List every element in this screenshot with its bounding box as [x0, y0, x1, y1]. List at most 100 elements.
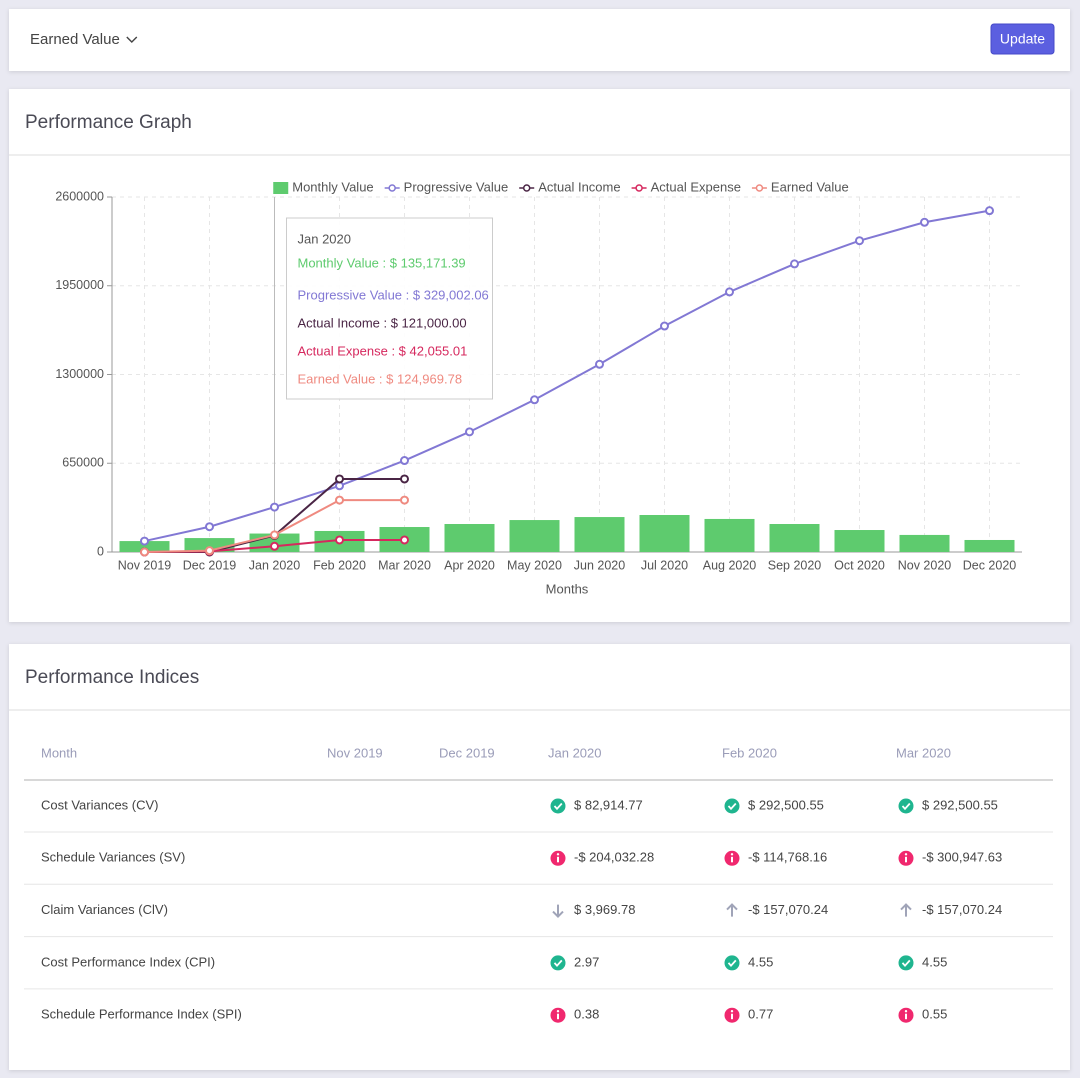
cell-value: 2.97: [574, 954, 599, 969]
point: [465, 427, 474, 437]
point: [205, 522, 214, 532]
cell-value: 0.55: [922, 1007, 947, 1022]
icon-bg: [898, 798, 914, 814]
panel-title: Performance Indices: [25, 667, 199, 688]
row-label: Schedule Performance Index (SPI): [41, 1007, 242, 1022]
cell-value: 4.55: [922, 954, 947, 969]
cell-value: -$ 157,070.24: [748, 902, 828, 917]
bar: [639, 514, 690, 552]
icon-glyph: [905, 1013, 907, 1020]
icon-glyph: [904, 1010, 908, 1013]
tooltip-item: Progressive Value : $ 329,002.06: [298, 287, 489, 302]
tooltip-item: Actual Expense : $ 42,055.01: [298, 343, 468, 358]
line: [144, 209, 990, 543]
legend-swatch: [522, 184, 531, 192]
cell-value: $ 82,914.77: [574, 797, 643, 812]
table-header: Nov 2019: [327, 745, 383, 760]
cell-value: $ 292,500.55: [748, 797, 824, 812]
legend-label: Progressive Value: [404, 179, 509, 194]
status-icon-up: [726, 903, 738, 917]
indices-card: [9, 644, 1070, 1070]
point: [270, 530, 279, 540]
status-icon-info: [898, 850, 914, 866]
table-header: Jan 2020: [548, 745, 602, 760]
point: [205, 546, 214, 556]
y-tick-label: 1950000: [55, 278, 104, 292]
icon-glyph: [553, 802, 563, 811]
cell-value: -$ 300,947.63: [922, 850, 1002, 865]
icon-glyph: [556, 853, 560, 856]
legend-label: Actual Expense: [651, 179, 741, 194]
x-tick-label: Nov 2019: [118, 558, 172, 572]
dropdown[interactable]: Earned Value: [30, 31, 120, 48]
status-icon-down: [552, 904, 564, 919]
table-header: Dec 2019: [439, 745, 495, 760]
cell-value: $ 292,500.55: [922, 797, 998, 812]
x-tick-label: Feb 2020: [313, 558, 366, 572]
status-icon-info: [724, 1007, 740, 1023]
tooltip: [286, 217, 493, 400]
x-tick-label: Oct 2020: [834, 558, 885, 572]
point: [140, 547, 149, 557]
status-icon-check: [550, 955, 566, 971]
toolbar-card: [9, 9, 1070, 71]
y-tick-label: 1300000: [55, 367, 104, 381]
point: [335, 535, 344, 545]
point: [400, 495, 409, 505]
point: [335, 474, 344, 484]
cell-value: $ 3,969.78: [574, 902, 635, 917]
x-tick-label: Jul 2020: [641, 558, 688, 572]
update-button[interactable]: [990, 23, 1055, 55]
icon-glyph: [730, 1010, 734, 1013]
bar: [834, 530, 885, 552]
legend-swatch: [755, 184, 764, 192]
icon-glyph: [557, 856, 559, 863]
status-icon-info: [724, 850, 740, 866]
tooltip-title: Jan 2020: [298, 231, 352, 246]
cell-value: 0.77: [748, 1007, 773, 1022]
point: [660, 321, 669, 331]
icon-glyph: [905, 856, 907, 863]
panel-title: Performance Graph: [25, 112, 192, 133]
icon-glyph: [726, 903, 738, 917]
icon-bg: [724, 955, 740, 971]
x-tick-label: Mar 2020: [378, 558, 431, 572]
cell-value: 4.55: [748, 954, 773, 969]
legend-swatch: [388, 184, 396, 192]
icon-glyph: [557, 1013, 559, 1020]
legend-label: Earned Value: [771, 179, 849, 194]
row-label: Cost Variances (CV): [41, 797, 159, 812]
status-icon-check: [724, 798, 740, 814]
icon-glyph: [901, 959, 911, 968]
icon-glyph: [900, 903, 912, 917]
point: [920, 217, 929, 227]
x-tick-label: Jan 2020: [249, 558, 300, 572]
bar: [964, 539, 1015, 552]
x-tick-label: Dec 2019: [183, 558, 237, 572]
bar: [444, 524, 495, 552]
status-icon-info: [898, 1007, 914, 1023]
x-tick-label: Nov 2020: [898, 558, 952, 572]
point: [530, 395, 539, 405]
bar: [509, 520, 560, 552]
x-tick-label: May 2020: [507, 558, 562, 572]
status-icon-info: [550, 850, 566, 866]
update-button-label[interactable]: Update: [1000, 31, 1045, 47]
icon-bg: [898, 955, 914, 971]
status-icon-check: [898, 955, 914, 971]
point: [270, 502, 279, 512]
icon-glyph: [731, 856, 733, 863]
legend: Monthly Value Progressive Value Actual Inc…: [273, 179, 849, 194]
status-icon-check: [724, 955, 740, 971]
x-tick-label: Sep 2020: [768, 558, 822, 572]
x-tick-label: Apr 2020: [444, 558, 495, 572]
point: [270, 541, 279, 551]
bar: [574, 517, 625, 552]
point: [855, 236, 864, 246]
point: [140, 536, 149, 546]
legend-label: Actual Income: [538, 179, 620, 194]
x-tick-label: Aug 2020: [703, 558, 757, 572]
point: [400, 535, 409, 545]
row-label: Claim Variances (ClV): [41, 902, 168, 917]
